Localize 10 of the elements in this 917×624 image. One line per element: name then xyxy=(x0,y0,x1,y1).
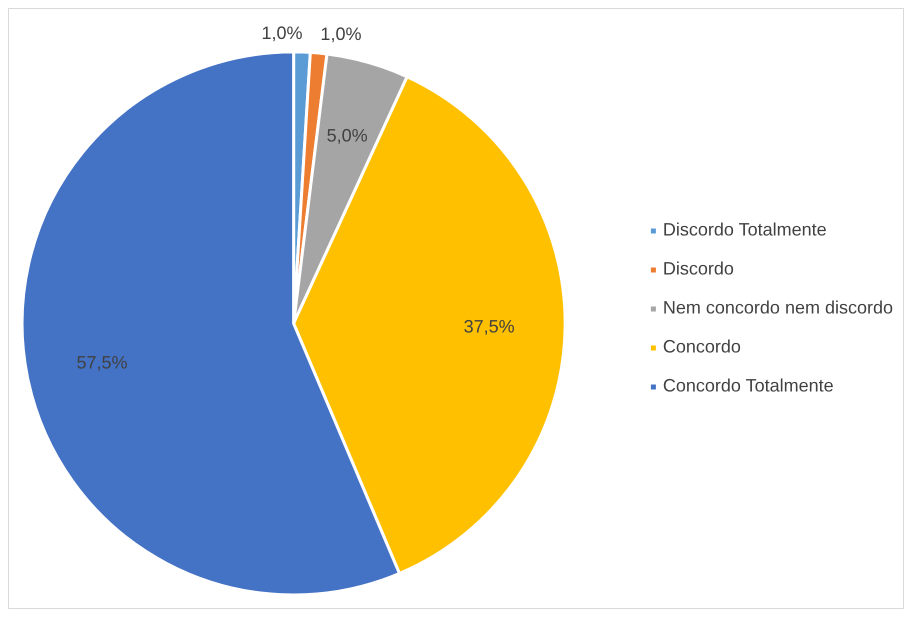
data-label: 57,5% xyxy=(76,352,128,372)
data-label: 37,5% xyxy=(464,316,515,336)
legend-label: Discordo xyxy=(662,258,734,280)
legend-label: Concordo Totalmente xyxy=(662,376,834,396)
legend-label: Concordo xyxy=(662,336,741,358)
data-label: 5,0% xyxy=(326,125,368,146)
legend-label: Discordo Totalmente xyxy=(662,220,827,240)
data-label: 1,0% xyxy=(320,24,362,44)
data-label: 1,0% xyxy=(262,23,303,44)
legend-label: Nem concordo nem discordo xyxy=(662,298,893,318)
